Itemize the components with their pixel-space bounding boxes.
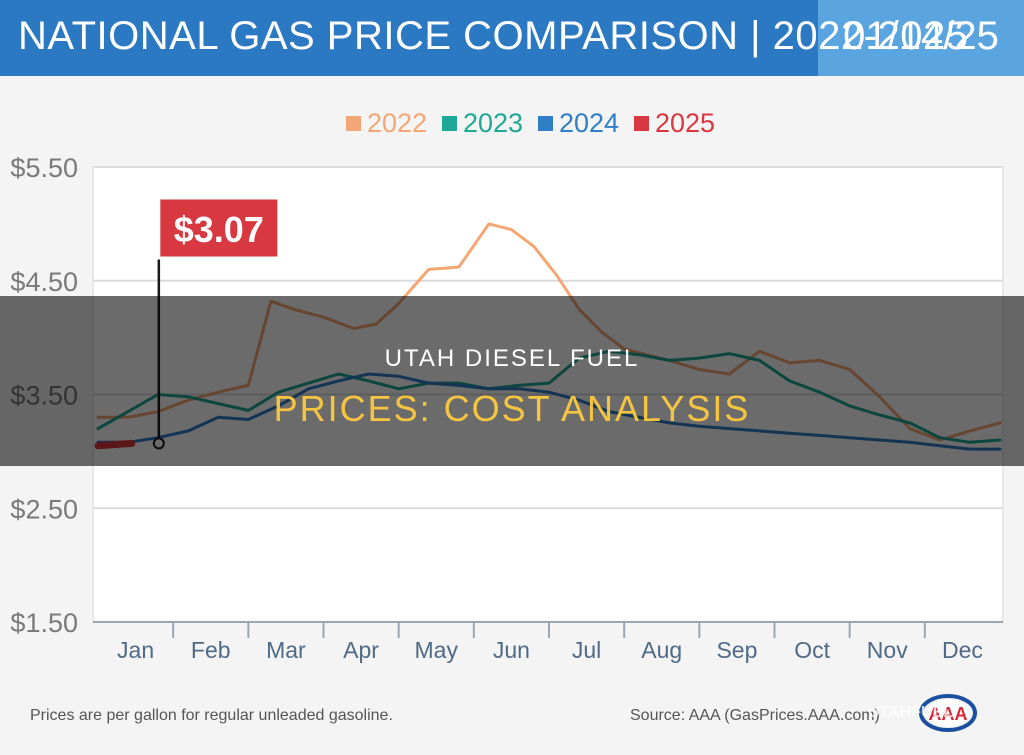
x-axis: Jan Feb Mar Apr May Jun Jul Aug Sep Oct Nov Dec (93, 621, 1003, 663)
x-tick-label: May (415, 637, 459, 663)
legend-label: 2023 (463, 108, 523, 138)
footnote: Prices are per gallon for regular unlead… (30, 707, 393, 724)
legend-label: 2024 (559, 108, 619, 138)
title-overlay (0, 296, 1024, 466)
x-tick-label: Nov (867, 637, 908, 663)
y-tick-label: $1.50 (10, 608, 78, 638)
x-tick-label: Aug (641, 637, 682, 663)
legend-swatch (538, 116, 553, 131)
annotation-flag (157, 196, 281, 260)
aaa-logo-icon: AAA (919, 694, 977, 732)
x-tick-label: Jan (117, 637, 154, 663)
x-tick-label: Jul (572, 637, 601, 663)
x-tick-label: Apr (343, 637, 379, 663)
legend: 2022 2023 2024 2025 (346, 108, 715, 138)
legend-swatch (346, 116, 361, 131)
aaa-logo-text: AAA (929, 704, 968, 724)
y-tick-label: $5.50 (10, 153, 78, 183)
x-tick-label: Oct (794, 637, 830, 663)
x-tick-label: Feb (191, 637, 231, 663)
x-tick-label: Dec (942, 637, 983, 663)
legend-swatch (634, 116, 649, 131)
title-panel (0, 0, 818, 76)
chart-title: NATIONAL GAS PRICE COMPARISON | 2022-202… (18, 14, 969, 58)
date-panel (818, 0, 1024, 76)
annotation-label: $3.07 (174, 209, 264, 250)
watermark: UTAHFUEL (868, 704, 954, 721)
y-tick-label: $4.50 (10, 267, 78, 297)
source-note: Source: AAA (GasPrices.AAA.com) (630, 707, 880, 724)
x-tick-label: Jun (493, 637, 530, 663)
legend-label: 2022 (367, 108, 427, 138)
legend-label: 2025 (655, 108, 715, 138)
overlay-heading: UTAH DIESEL FUEL (384, 345, 640, 372)
y-tick-label: $2.50 (10, 494, 78, 524)
legend-swatch (442, 116, 457, 131)
x-tick-label: Mar (266, 637, 306, 663)
date-label: 01/14/25 (843, 14, 999, 58)
header-bar: NATIONAL GAS PRICE COMPARISON | 2022-202… (0, 0, 1024, 76)
x-tick-label: Sep (716, 637, 757, 663)
overlay-subheading: PRICES: COST ANALYSIS (273, 388, 751, 429)
